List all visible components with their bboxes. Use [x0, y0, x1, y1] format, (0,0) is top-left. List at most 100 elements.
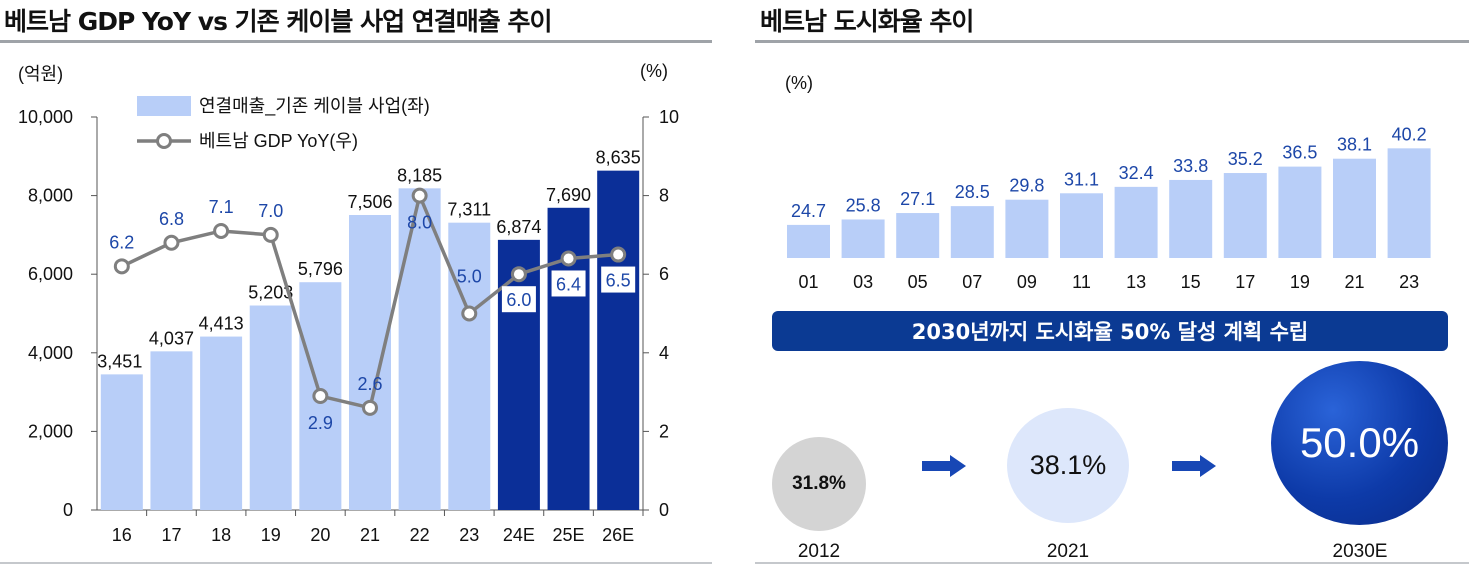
urbanization-bar [1223, 173, 1267, 258]
y-tick-label-right: 6 [659, 264, 669, 284]
bar-value-label: 3,451 [97, 351, 142, 371]
gdp-yoy-label: 7.1 [209, 197, 234, 217]
y-axis-title-right: (%) [640, 61, 668, 81]
gdp-yoy-marker [610, 246, 627, 263]
gdp-yoy-marker [560, 250, 577, 267]
urbanization-bar [896, 213, 940, 258]
x-tick-label: 20 [310, 525, 330, 545]
bar [398, 188, 441, 510]
urbanization-bar [1005, 199, 1049, 258]
urbanization-bar [950, 206, 994, 258]
x-tick-label: 05 [908, 272, 928, 292]
gdp-yoy-label-box [601, 266, 636, 293]
x-tick-label: 13 [1126, 272, 1146, 292]
gdp-yoy-label-box [501, 286, 536, 313]
x-tick-label: 09 [1017, 272, 1037, 292]
bar [249, 305, 292, 510]
urbanization-value-label: 38.1 [1337, 135, 1372, 155]
gdp-yoy-label: 6.5 [606, 271, 631, 291]
urbanization-value-label: 27.1 [900, 189, 935, 209]
urbanization-bar [1060, 193, 1103, 258]
x-tick-label: 19 [261, 525, 281, 545]
gdp-yoy-marker [461, 305, 478, 322]
gdp-yoy-label: 6.4 [556, 274, 581, 294]
x-tick-label: 17 [161, 525, 181, 545]
x-tick-label: 23 [1399, 272, 1419, 292]
left-bottom-rule [0, 562, 712, 564]
urbanization-bar [1387, 148, 1431, 258]
y-axis-title: (%) [785, 73, 813, 93]
urbanization-value-label: 32.4 [1119, 163, 1154, 183]
year-label-2021: 2021 [1046, 541, 1090, 562]
urbanization-bar-chart: (%) 24.7 01 25.8 03 27.1 05 28.5 07 29.8 09 31.1 11 3… [785, 73, 1431, 292]
gdp-yoy-marker [163, 234, 180, 251]
bar [200, 336, 243, 510]
bar [597, 170, 640, 510]
bar [150, 351, 193, 510]
bar [100, 374, 143, 510]
gdp-yoy-marker [411, 187, 428, 204]
x-tick-label: 07 [962, 272, 982, 292]
bar-value-label: 8,635 [596, 148, 641, 168]
x-tick-label: 16 [112, 525, 132, 545]
bar-value-label: 5,796 [298, 259, 343, 279]
bar-value-label: 7,690 [546, 185, 591, 205]
y-tick-label-left: 10,000 [18, 107, 73, 127]
urbanization-value-label: 33.8 [1173, 156, 1208, 176]
urbanization-value-label: 31.1 [1064, 169, 1099, 189]
x-tick-label: 26E [602, 525, 634, 545]
gdp-yoy-marker [362, 399, 378, 416]
x-tick-label: 11 [1072, 272, 1091, 292]
gdp-yoy-marker [213, 222, 230, 239]
right-title-rule [755, 40, 1469, 43]
y-tick-label-left: 0 [63, 500, 73, 520]
y-tick-label-right: 8 [659, 186, 669, 206]
right-chart-title: 베트남 도시화율 추이 [760, 7, 974, 36]
gdp-yoy-marker [510, 266, 527, 283]
legend-swatch-bar [137, 96, 191, 116]
bar [349, 215, 391, 510]
gdp-yoy-label: 8.0 [407, 213, 432, 233]
x-tick-label: 21 [360, 525, 380, 545]
x-tick-label: 23 [459, 525, 479, 545]
urbanization-value-label: 24.7 [791, 201, 826, 221]
y-tick-label-left: 4,000 [28, 343, 73, 363]
urbanization-value-label: 35.2 [1228, 149, 1263, 169]
x-tick-label: 22 [410, 525, 430, 545]
x-tick-label: 18 [211, 525, 231, 545]
y-tick-label-left: 2,000 [28, 421, 73, 441]
y-axis-title-left: (억원) [18, 64, 63, 84]
urbanization-value-label: 29.8 [1009, 176, 1044, 196]
left-combo-chart: 0 2,000 4,000 6,000 8,000 10,000 0 2 4 6 8 10 (억원) (%… [18, 61, 679, 545]
x-tick-label: 01 [798, 272, 818, 292]
gdp-yoy-label: 7.0 [258, 201, 283, 221]
legend-label-bar: 연결매출_기존 케이블 사업(좌) [199, 96, 430, 117]
x-tick-label: 15 [1181, 272, 1201, 292]
gdp-yoy-label-box [551, 270, 586, 297]
banner-text: 2030년까지 도시화율 50% 달성 계획 수립 [911, 320, 1309, 344]
left-title-rule [0, 40, 712, 43]
x-tick-label: 25E [553, 525, 585, 545]
circle-2030-value: 50.0% [1299, 419, 1420, 466]
y-tick-label-right: 2 [659, 421, 669, 441]
urbanization-value-label: 40.2 [1392, 124, 1427, 144]
urbanization-target-banner: 2030년까지 도시화율 50% 달성 계획 수립 [772, 311, 1448, 351]
circle-2021: 38.1% [1007, 408, 1129, 523]
circle-2021-value: 38.1% [1029, 450, 1107, 480]
urbanization-bar [1333, 158, 1376, 258]
legend-swatch-marker [156, 133, 172, 149]
bar-value-label: 5,203 [248, 283, 293, 303]
circle-2012-value: 31.8% [792, 473, 846, 494]
bar-value-label: 7,506 [347, 192, 392, 212]
circle-2030: 50.0% [1271, 361, 1448, 525]
legend-label-line: 베트남 GDP YoY(우) [199, 131, 358, 151]
x-tick-label: 19 [1290, 272, 1310, 292]
gdp-yoy-marker [113, 258, 130, 275]
x-tick-label: 24E [503, 525, 535, 545]
y-tick-label-left: 8,000 [28, 186, 73, 206]
x-tick-label: 21 [1344, 272, 1364, 292]
year-label-2030e: 2030E [1332, 541, 1388, 562]
bar-value-label: 4,037 [149, 328, 194, 348]
urbanization-bar [841, 219, 885, 258]
arrow-right-icon [1172, 455, 1216, 477]
